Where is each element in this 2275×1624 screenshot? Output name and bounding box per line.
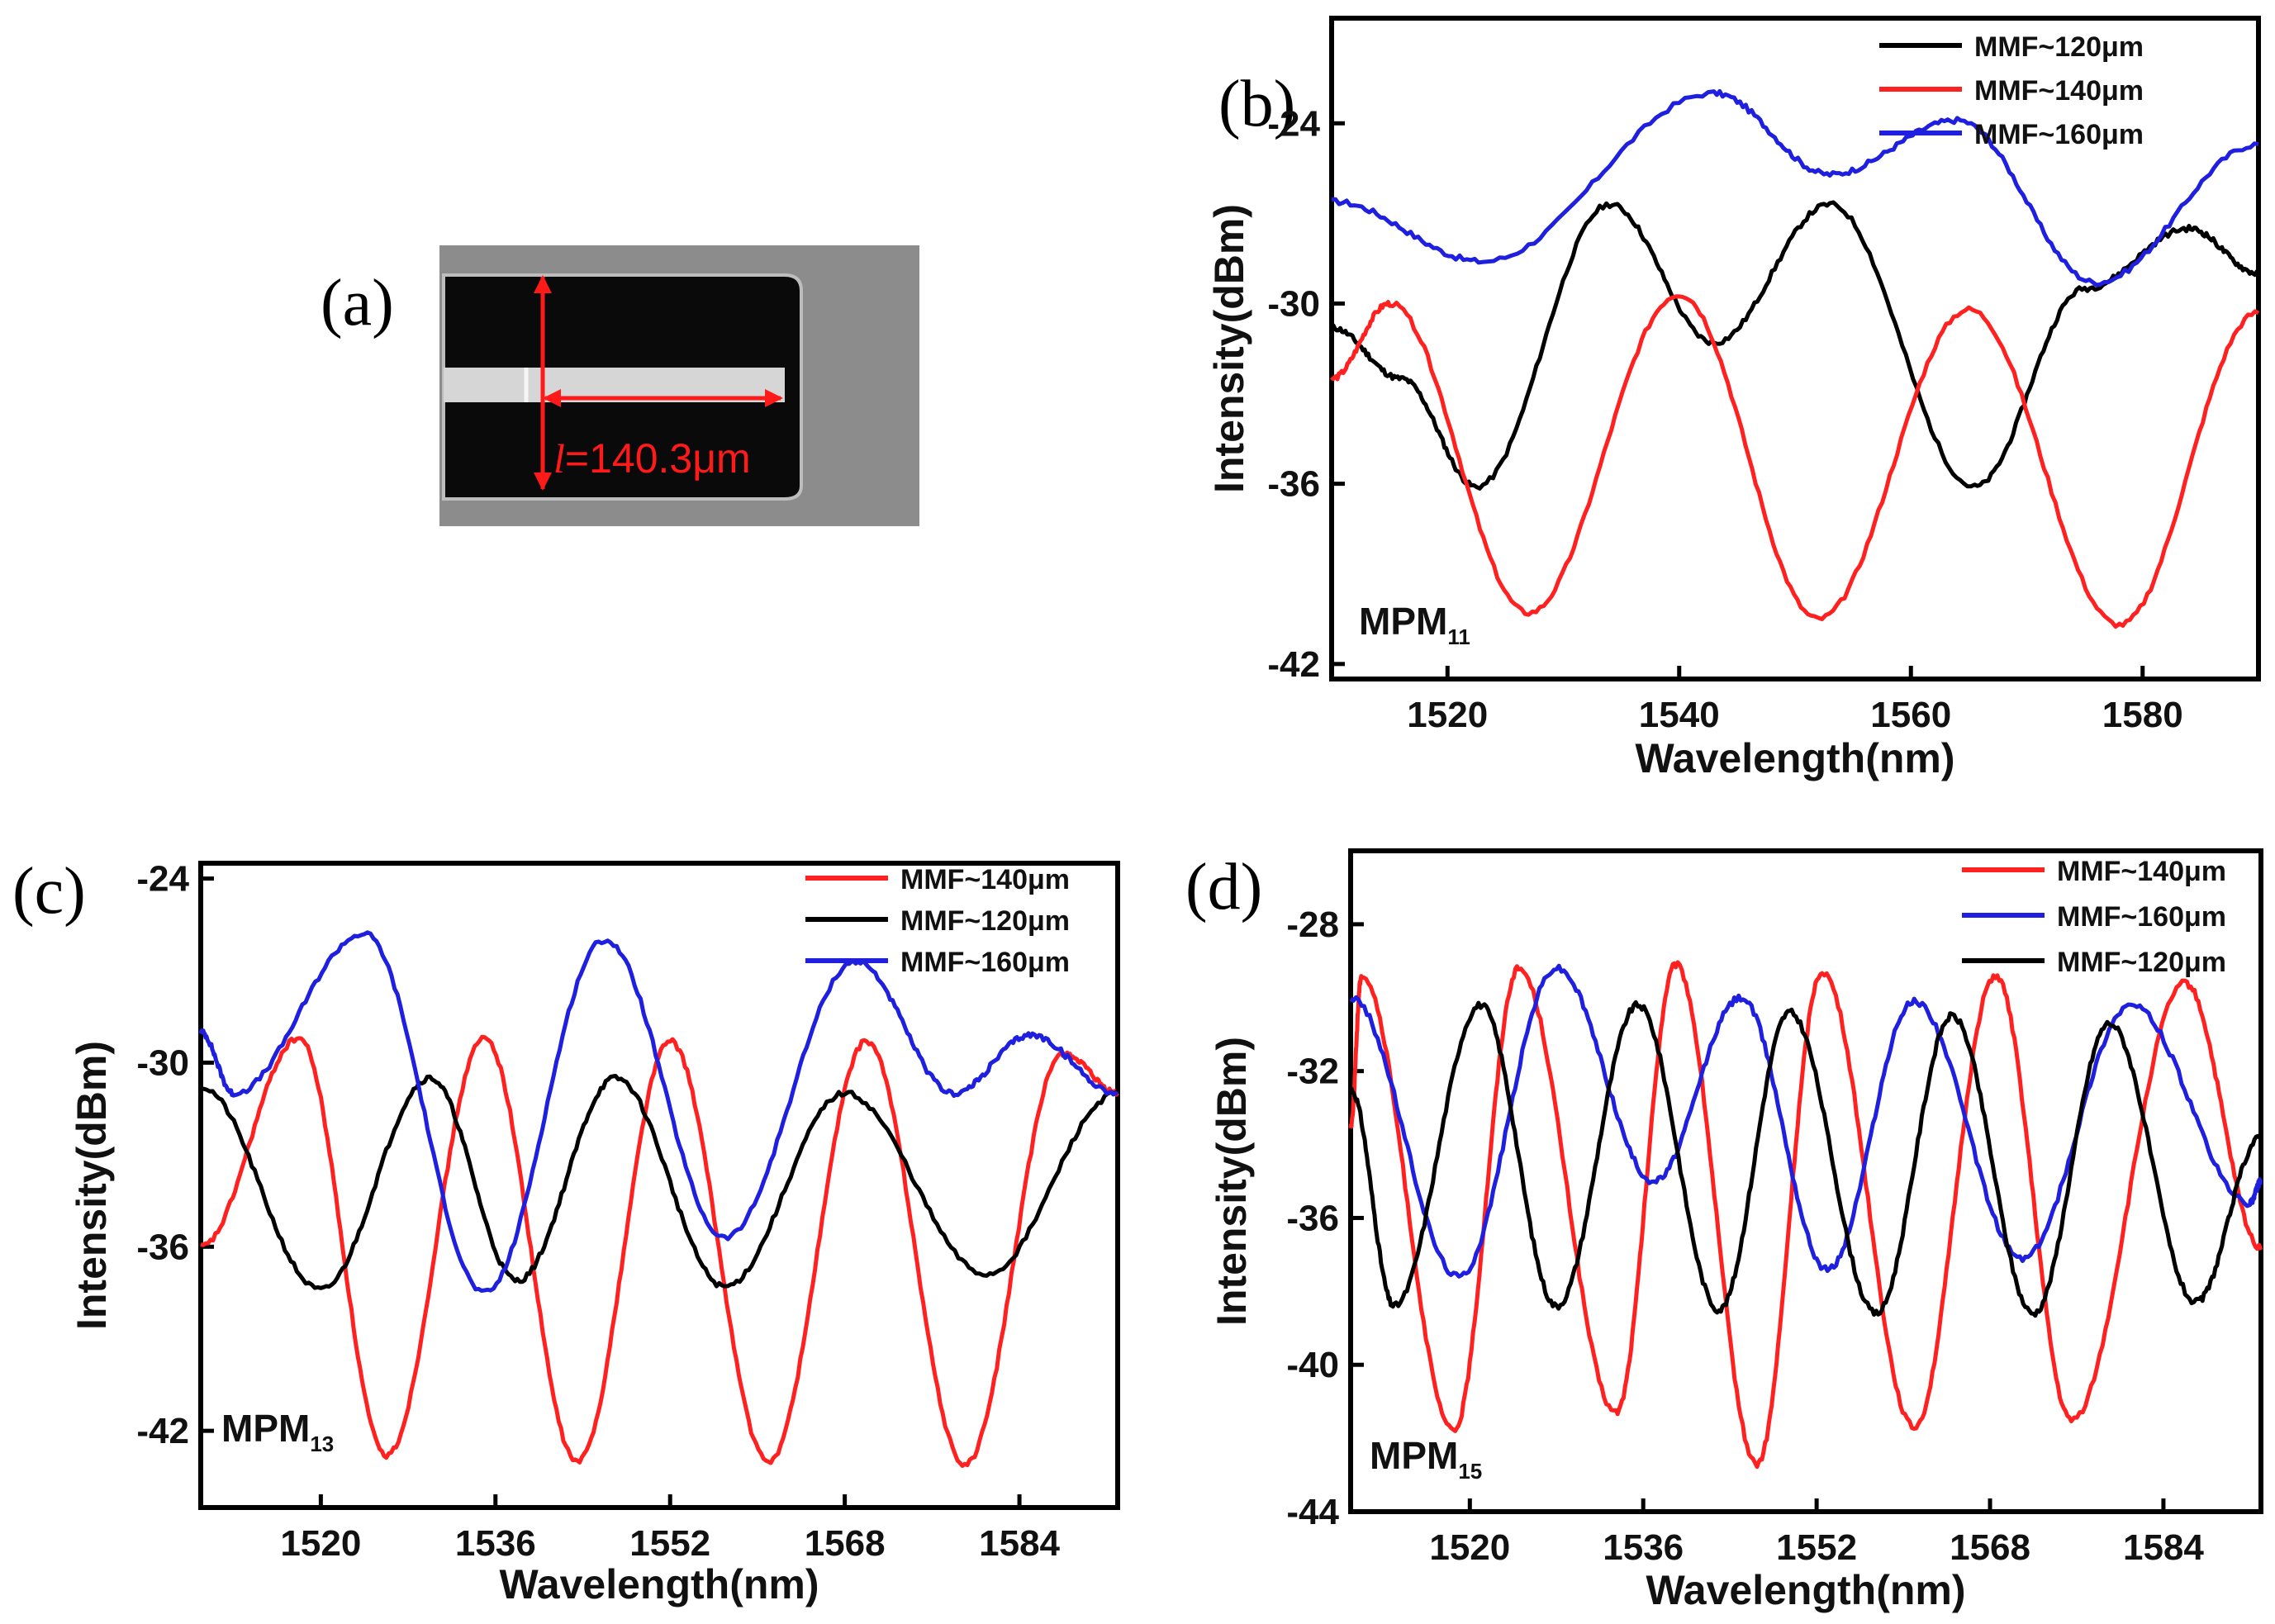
series-line-mmf-140-m <box>1330 294 2260 629</box>
x-axis-title: Wavelength(nm) <box>1635 735 1954 781</box>
legend-label-mmf-120: MMF~120μm <box>1974 31 2144 63</box>
series-line-mmf-160-m <box>1331 88 2259 287</box>
plot-frame <box>198 861 1120 1510</box>
mpm-annotation-sub: 15 <box>1458 1459 1482 1484</box>
x-tick-label: 1536 <box>1603 1527 1684 1568</box>
mpm-annotation: MPM15 <box>1370 1434 1482 1484</box>
x-axis-title: Wavelength(nm) <box>1646 1567 1965 1613</box>
legend: MMF~140μm MMF~120μm MMF~160μm <box>805 864 1070 978</box>
x-tick-label: 1584 <box>979 1523 1060 1564</box>
y-tick-label: -24 <box>136 859 189 900</box>
y-tick-label: -44 <box>1286 1492 1339 1532</box>
panel-c-label: (c) <box>12 855 86 928</box>
mpm-annotation-main: MPM <box>1370 1434 1458 1477</box>
series-line-mmf-140-m <box>1348 960 2263 1470</box>
legend-label-mmf-160: MMF~160μm <box>1974 119 2144 150</box>
x-tick-label: 1520 <box>1407 695 1488 735</box>
legend: MMF~140μm MMF~160μm MMF~120μm <box>1962 856 2226 978</box>
series-line-mmf-160-m <box>1349 963 2263 1279</box>
y-tick-label: -36 <box>1286 1198 1339 1238</box>
x-tick-label: 1552 <box>629 1523 710 1564</box>
x-tick-label: 1536 <box>455 1523 536 1564</box>
mpm-annotation-main: MPM <box>221 1407 310 1450</box>
mpm-annotation-main: MPM <box>1359 600 1447 643</box>
y-tick-label: -42 <box>136 1411 189 1451</box>
y-axis-title: Intensity(dBm) <box>1209 1037 1255 1326</box>
x-tick-label: 1520 <box>1429 1527 1510 1568</box>
y-tick-label: -36 <box>1267 464 1320 505</box>
legend-label-mmf-120: MMF~120μm <box>2057 947 2226 978</box>
panel-a: (a) l=140.3μm <box>321 245 919 526</box>
y-tick-label: -36 <box>136 1227 189 1267</box>
panel-b-label: (b) <box>1218 68 1295 140</box>
x-tick-label: 1584 <box>2123 1527 2204 1568</box>
series-line-mmf-120-m <box>1349 1000 2262 1318</box>
legend-label-mmf-160: MMF~160μm <box>2057 901 2226 933</box>
length-symbol: l <box>553 435 565 482</box>
y-tick-label: -28 <box>1286 905 1339 945</box>
y-tick-label: -32 <box>1286 1052 1339 1092</box>
plot-frame <box>1329 16 2261 681</box>
mpm-annotation: MPM11 <box>1359 600 1470 649</box>
y-tick-label: -30 <box>136 1042 189 1083</box>
y-axis-title: Intensity(dBm) <box>1206 204 1252 493</box>
chart-panel-b: (b) 1520 1540 1560 1580 -24 -30 -36 -42 Wavelen… <box>1206 16 2261 781</box>
x-tick-label: 1580 <box>2102 695 2183 735</box>
mpm-annotation-sub: 11 <box>1447 624 1470 649</box>
length-value: =140.3μm <box>565 435 751 482</box>
y-tick-label: -24 <box>1267 103 1320 144</box>
x-tick-label: 1552 <box>1776 1527 1857 1568</box>
x-tick-label: 1520 <box>280 1523 361 1564</box>
chart-panel-c: (c) 1520 1536 1552 1568 1584 -24 -30 -36 -42 Wav… <box>12 855 1120 1607</box>
legend-label-mmf-160: MMF~160μm <box>900 947 1070 978</box>
x-tick-label: 1568 <box>805 1523 886 1564</box>
y-tick-label: -40 <box>1286 1345 1339 1385</box>
legend: MMF~120μm MMF~140μm MMF~160μm <box>1879 31 2144 150</box>
series-line-mmf-120-m <box>200 1074 1119 1290</box>
x-axis-title: Wavelength(nm) <box>499 1561 819 1607</box>
legend-label-mmf-140: MMF~140μm <box>2057 856 2226 887</box>
series-line-mmf-140-m <box>200 1034 1119 1469</box>
y-tick-label: -42 <box>1267 644 1320 685</box>
legend-label-mmf-140: MMF~140μm <box>900 864 1070 895</box>
legend-label-mmf-140: MMF~140μm <box>1974 75 2144 107</box>
y-tick-label: -30 <box>1267 283 1320 324</box>
panel-d-label: (d) <box>1185 851 1262 924</box>
panel-a-label: (a) <box>321 267 394 340</box>
mpm-annotation-sub: 13 <box>310 1432 334 1456</box>
mpm-annotation: MPM13 <box>221 1407 334 1456</box>
chart-panel-d: (d) 1520 1536 1552 1568 1584-28-32-36-40-44 … <box>1185 848 2263 1613</box>
legend-label-mmf-120: MMF~120μm <box>900 905 1070 937</box>
series-line-mmf-160-m <box>198 930 1119 1293</box>
x-tick-label: 1568 <box>1950 1527 2030 1568</box>
series-line-mmf-120-m <box>1330 200 2259 491</box>
x-tick-label: 1560 <box>1870 695 1951 735</box>
x-tick-label: 1540 <box>1639 695 1720 735</box>
length-annotation: l=140.3μm <box>553 435 751 482</box>
y-axis-title: Intensity(dBm) <box>69 1041 115 1330</box>
